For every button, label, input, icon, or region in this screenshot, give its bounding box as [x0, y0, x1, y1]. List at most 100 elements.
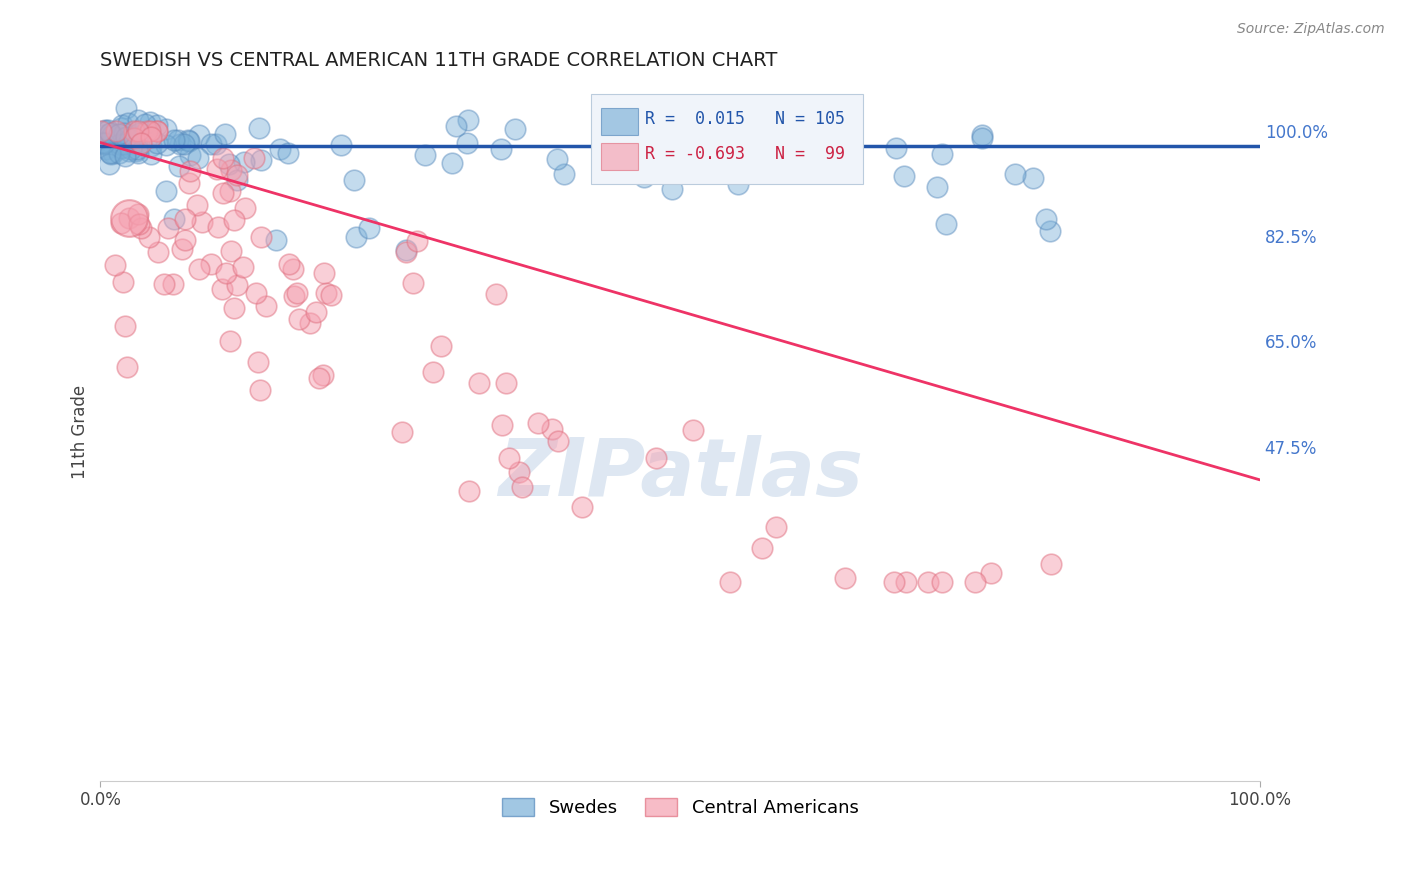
Point — [883, 575, 905, 590]
Point — [174, 212, 197, 227]
Point — [155, 121, 177, 136]
Point — [177, 133, 200, 147]
Point — [173, 136, 195, 151]
Point — [430, 338, 453, 352]
Point — [139, 115, 162, 129]
Point — [893, 169, 915, 184]
Point — [152, 277, 174, 292]
Point — [98, 127, 121, 141]
Point — [110, 121, 132, 136]
Y-axis label: 11th Grade: 11th Grade — [72, 384, 89, 479]
Point — [108, 137, 131, 152]
Point — [422, 365, 444, 379]
Point — [179, 163, 201, 178]
Point — [278, 257, 301, 271]
Point — [112, 276, 135, 290]
Point — [633, 169, 655, 184]
Point — [1022, 171, 1045, 186]
Point — [118, 211, 141, 225]
Point — [406, 234, 429, 248]
Point — [281, 262, 304, 277]
Point — [146, 123, 169, 137]
Point — [298, 316, 321, 330]
Text: ZIPatlas: ZIPatlas — [498, 434, 863, 513]
Point — [970, 131, 993, 145]
Point — [114, 318, 136, 333]
Point — [308, 370, 330, 384]
Point — [110, 216, 132, 230]
Point — [315, 286, 337, 301]
Point — [553, 167, 575, 181]
Point — [395, 244, 418, 259]
Point — [508, 465, 530, 479]
Point — [727, 177, 749, 191]
Point — [127, 123, 149, 137]
Point — [212, 186, 235, 200]
Point — [232, 260, 254, 274]
Point — [401, 276, 423, 290]
Point — [114, 149, 136, 163]
Point — [93, 137, 115, 152]
Point — [222, 213, 245, 227]
FancyBboxPatch shape — [602, 108, 638, 135]
Point — [925, 179, 948, 194]
Point — [644, 451, 666, 466]
Point — [458, 484, 481, 499]
Point — [467, 376, 489, 391]
Point — [93, 128, 115, 143]
Point — [250, 229, 273, 244]
Point — [813, 122, 835, 136]
Point — [225, 168, 247, 182]
Point — [136, 123, 159, 137]
Point — [179, 147, 201, 161]
Point — [145, 124, 167, 138]
Point — [219, 184, 242, 198]
Point — [489, 142, 512, 156]
Point — [935, 217, 957, 231]
Point — [243, 151, 266, 165]
Point — [186, 198, 208, 212]
Point — [485, 286, 508, 301]
Point — [456, 136, 478, 150]
Point — [162, 277, 184, 291]
Point — [124, 136, 146, 151]
Point — [169, 136, 191, 151]
Point — [495, 376, 517, 390]
Point — [498, 451, 520, 466]
Point — [312, 368, 335, 382]
Point — [96, 142, 118, 156]
Point — [212, 151, 235, 165]
Point — [163, 212, 186, 227]
Point — [163, 133, 186, 147]
Point — [269, 142, 291, 156]
Point — [1035, 212, 1057, 227]
Point — [173, 233, 195, 247]
Point — [125, 142, 148, 156]
Point — [283, 289, 305, 303]
Point — [107, 129, 129, 144]
Point — [205, 136, 228, 151]
Point — [93, 136, 115, 150]
Point — [547, 434, 569, 448]
Point — [440, 155, 463, 169]
Point — [245, 286, 267, 301]
Point — [101, 128, 124, 142]
Point — [128, 134, 150, 148]
Point — [917, 575, 939, 590]
Point — [491, 418, 513, 433]
Point — [127, 145, 149, 160]
FancyBboxPatch shape — [591, 95, 863, 184]
Point — [191, 215, 214, 229]
Point — [138, 230, 160, 244]
Point — [146, 136, 169, 150]
Point — [200, 257, 222, 271]
Point — [118, 132, 141, 146]
Point — [90, 123, 112, 137]
Point — [718, 575, 741, 590]
Point — [344, 230, 367, 244]
Point — [167, 159, 190, 173]
Point — [104, 258, 127, 272]
Point — [167, 133, 190, 147]
Point — [129, 221, 152, 235]
Point — [644, 116, 666, 130]
